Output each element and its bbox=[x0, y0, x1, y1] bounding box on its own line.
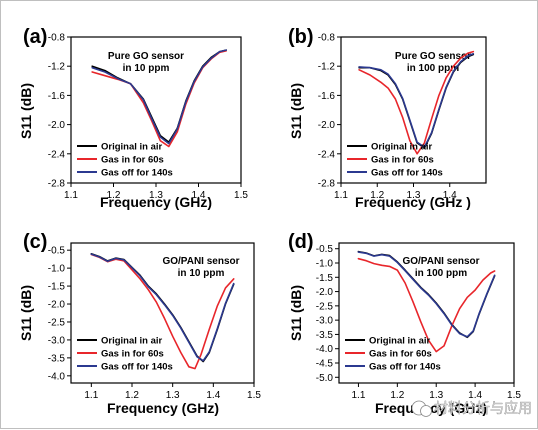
chart-annotation: in 10 ppm bbox=[123, 63, 170, 74]
legend-label: Gas off for 140s bbox=[371, 168, 443, 179]
y-tick-label: -2.4 bbox=[48, 149, 66, 160]
y-tick-label: -5.0 bbox=[316, 373, 334, 384]
chart-annotation: in 100 ppm bbox=[415, 268, 467, 279]
series-line-s1 bbox=[357, 257, 496, 353]
series-line-s2 bbox=[357, 251, 496, 338]
legend-label: Original in air bbox=[101, 142, 163, 153]
y-tick-label: -1.6 bbox=[48, 91, 66, 102]
x-tick-label: 1.2 bbox=[370, 190, 384, 201]
y-tick-label: -0.5 bbox=[316, 244, 334, 255]
x-tick-label: 1.4 bbox=[192, 190, 206, 201]
y-tick-label: -2.0 bbox=[316, 287, 334, 298]
y-tick-label: -4.0 bbox=[316, 344, 334, 355]
y-tick-label: -0.8 bbox=[48, 33, 66, 44]
y-tick-label: -1.0 bbox=[316, 259, 334, 270]
chart-annotation: in 100 ppm bbox=[407, 63, 459, 74]
x-tick-label: 1.2 bbox=[390, 390, 404, 401]
chart-panel-2: (b) 1.1 1.2 1.3 1.4 -0.8 -1.2 -1.6 -2.0 -2.4 -2.8 F… bbox=[288, 26, 487, 210]
legend-label: Gas off for 140s bbox=[101, 168, 173, 179]
x-tick-label: 1.5 bbox=[247, 390, 261, 401]
y-tick-label: -2.8 bbox=[48, 179, 66, 190]
plot-area-frame bbox=[70, 242, 255, 384]
y-tick-label: -1.2 bbox=[318, 62, 336, 73]
x-tick-label: 1.3 bbox=[166, 390, 180, 401]
legend-label: Gas in for 60s bbox=[101, 349, 164, 360]
y-axis-title: S11 (dB) bbox=[288, 285, 304, 341]
x-tick-label: 1.4 bbox=[206, 390, 220, 401]
y-tick-label: -2.5 bbox=[316, 301, 334, 312]
legend-label: Gas off for 140s bbox=[369, 362, 441, 373]
y-tick-label: -1.5 bbox=[316, 273, 334, 284]
series-line-s1 bbox=[358, 50, 475, 155]
legend-label: Original in air bbox=[371, 142, 433, 153]
x-tick-label: 1.5 bbox=[234, 190, 248, 201]
y-tick-label: -2.8 bbox=[318, 179, 336, 190]
chart-annotation: GO/PANI sensor bbox=[162, 256, 239, 267]
y-tick-label: -2.0 bbox=[318, 120, 336, 131]
wechat-icon-bubble bbox=[420, 405, 432, 417]
y-tick-label: -3.0 bbox=[48, 335, 66, 346]
series-line-s2 bbox=[358, 53, 475, 148]
chart-annotation: GO/PANI sensor bbox=[402, 256, 479, 267]
y-tick-label: -1.0 bbox=[48, 264, 66, 275]
chart-annotation: in 10 ppm bbox=[178, 268, 225, 279]
x-axis-title: Frequency (GHz) bbox=[107, 400, 219, 416]
watermark-text: 材料分析与应用 bbox=[434, 400, 532, 417]
chart-annotation: Pure GO sensor bbox=[108, 51, 184, 62]
x-tick-label: 1.4 bbox=[443, 190, 457, 201]
legend-label: Original in air bbox=[101, 336, 163, 347]
x-tick-label: 1.1 bbox=[351, 390, 365, 401]
y-tick-label: -4.0 bbox=[48, 371, 66, 382]
chart-annotation: Pure GO sensor bbox=[395, 51, 471, 62]
series-line-s2 bbox=[90, 253, 235, 362]
watermark: 材料分析与应用 bbox=[411, 400, 532, 417]
legend-label: Gas off for 140s bbox=[101, 362, 173, 373]
panel-letter: (c) bbox=[23, 231, 47, 253]
x-tick-label: 1.2 bbox=[125, 390, 139, 401]
y-tick-label: -0.8 bbox=[318, 33, 336, 44]
legend-label: Gas in for 60s bbox=[371, 155, 434, 166]
x-tick-label: 1.3 bbox=[429, 390, 443, 401]
y-tick-label: -2.4 bbox=[318, 149, 336, 160]
legend-label: Gas in for 60s bbox=[101, 155, 164, 166]
y-tick-label: -1.5 bbox=[48, 282, 66, 293]
y-tick-label: -3.5 bbox=[48, 353, 66, 364]
x-tick-label: 1.4 bbox=[468, 390, 482, 401]
x-tick-label: 1.1 bbox=[84, 390, 98, 401]
x-tick-label: 1.1 bbox=[334, 190, 348, 201]
x-tick-label: 1.1 bbox=[64, 190, 78, 201]
x-axis-title: Frequency (GHz ) bbox=[355, 194, 471, 210]
y-tick-label: -1.2 bbox=[48, 62, 66, 73]
chart-panel-4: (d) 1.1 1.2 1.3 1.4 1.5 -0.5 -1.0 -1.5 -2.0 -2.5 -3… bbox=[288, 231, 521, 416]
y-tick-label: -2.5 bbox=[48, 317, 66, 328]
y-tick-label: -3.5 bbox=[316, 330, 334, 341]
x-tick-label: 1.3 bbox=[149, 190, 163, 201]
x-tick-label: 1.5 bbox=[507, 390, 521, 401]
chart-panel-3: (c) 1.1 1.2 1.3 1.4 1.5 -0.5 -1.0 -1.5 -2.0 -2.5 -3… bbox=[18, 231, 261, 416]
x-tick-label: 1.2 bbox=[107, 190, 121, 201]
legend-label: Gas in for 60s bbox=[369, 349, 432, 360]
y-tick-label: -2.0 bbox=[48, 300, 66, 311]
y-tick-label: -1.6 bbox=[318, 91, 336, 102]
y-tick-label: -2.0 bbox=[48, 120, 66, 131]
y-tick-label: -3.0 bbox=[316, 316, 334, 327]
panel-letter: (d) bbox=[288, 231, 314, 253]
x-tick-label: 1.3 bbox=[407, 190, 421, 201]
x-axis-title: Frequency (GHz) bbox=[100, 194, 212, 210]
series-line-s2 bbox=[91, 49, 227, 145]
chart-panel-1: (a) 1.1 1.2 1.3 1.4 1.5 -0.8 -1.2 -1.6 -2.0 -2.4 -2… bbox=[18, 26, 248, 210]
plot-area-frame bbox=[338, 242, 515, 384]
panel-letter: (a) bbox=[23, 26, 47, 48]
legend-label: Original in air bbox=[369, 336, 431, 347]
y-axis-title: S11 (dB) bbox=[18, 285, 34, 341]
y-axis-title: S11 (dB) bbox=[288, 83, 304, 139]
y-tick-label: -0.5 bbox=[48, 246, 66, 257]
panel-letter: (b) bbox=[288, 26, 314, 48]
y-axis-title: S11 (dB) bbox=[18, 83, 34, 139]
y-tick-label: -4.5 bbox=[316, 359, 334, 370]
